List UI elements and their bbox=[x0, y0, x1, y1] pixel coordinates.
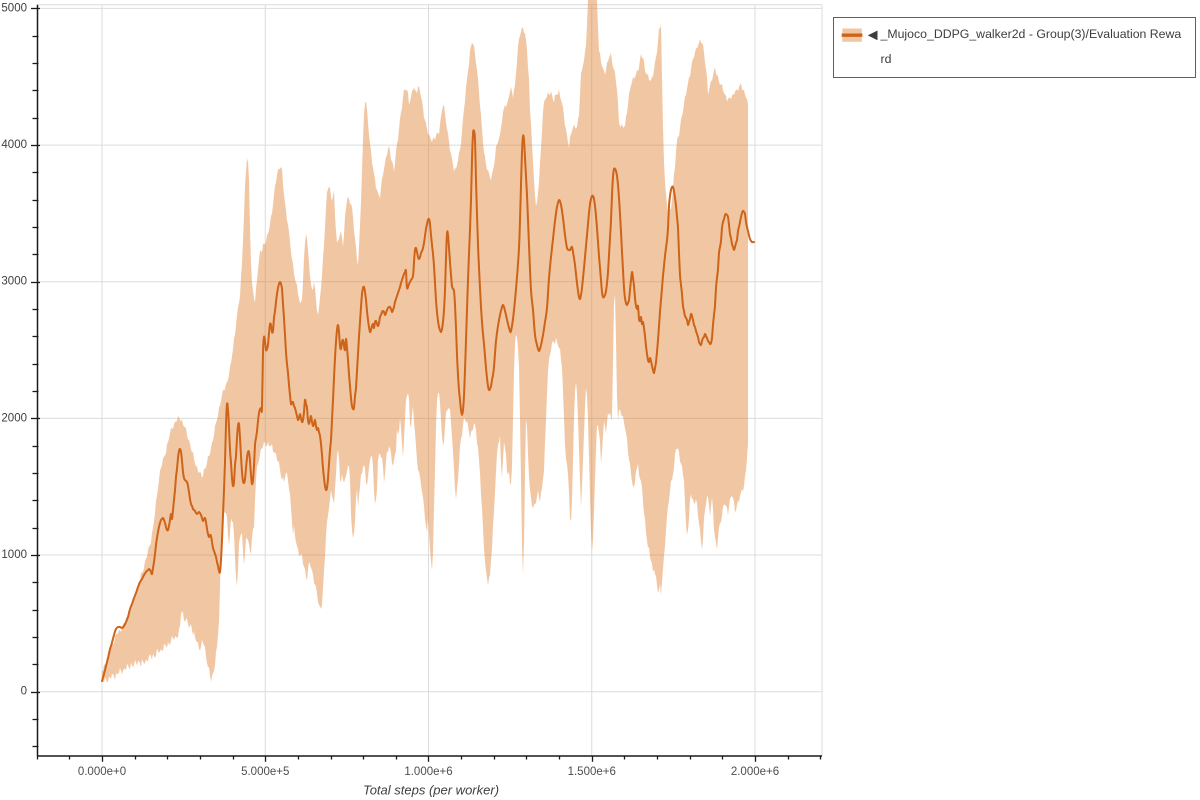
svg-text:_Mujoco_DDPG_walker2d - Group(: _Mujoco_DDPG_walker2d - Group(3)/Evaluat… bbox=[880, 27, 1182, 41]
svg-text:1.000e+6: 1.000e+6 bbox=[404, 766, 452, 778]
svg-text:5.000e+5: 5.000e+5 bbox=[241, 766, 289, 778]
svg-text:Total steps (per worker): Total steps (per worker) bbox=[363, 783, 499, 798]
svg-text:4000: 4000 bbox=[1, 139, 27, 151]
svg-text:rd: rd bbox=[881, 52, 892, 66]
svg-text:1000: 1000 bbox=[1, 549, 27, 561]
svg-text:2.000e+6: 2.000e+6 bbox=[731, 766, 779, 778]
svg-text:5000: 5000 bbox=[1, 2, 27, 14]
svg-text:1.500e+6: 1.500e+6 bbox=[568, 766, 616, 778]
svg-text:3000: 3000 bbox=[1, 276, 27, 288]
svg-text:0.000e+0: 0.000e+0 bbox=[78, 766, 126, 778]
svg-text:0: 0 bbox=[21, 686, 27, 698]
svg-text:2000: 2000 bbox=[1, 412, 27, 424]
